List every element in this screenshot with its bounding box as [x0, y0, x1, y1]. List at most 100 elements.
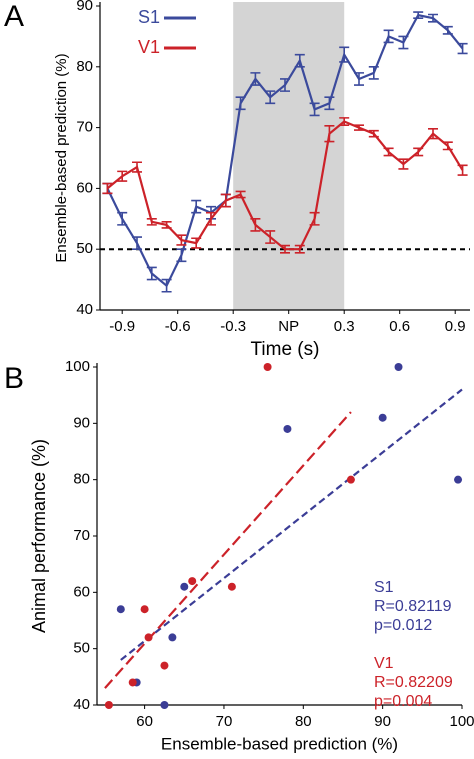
point [283, 424, 292, 433]
error-bar [428, 128, 438, 140]
panel-label: A [4, 0, 24, 33]
point [140, 605, 149, 614]
x-tick-label: 0.6 [389, 318, 410, 335]
x-tick-label: 60 [136, 713, 153, 730]
x-tick-label: 0.3 [334, 318, 355, 335]
error-bar [354, 124, 364, 131]
error-bar [132, 236, 142, 250]
error-bar [442, 25, 453, 35]
point [116, 605, 125, 614]
x-axis-label: Ensemble-based prediction (%) [161, 734, 398, 753]
error-bar [398, 35, 409, 50]
error-bar [324, 124, 335, 143]
error-bar [280, 244, 290, 254]
legend-label: S1 [138, 7, 160, 27]
y-tick-label: 60 [76, 179, 93, 196]
error-bar [191, 237, 202, 249]
error-bar [354, 72, 364, 86]
x-tick-label: NP [278, 318, 299, 335]
error-bar [368, 66, 379, 80]
fit-line [104, 411, 352, 689]
annotation: R=0.82119 [374, 598, 452, 615]
point [394, 363, 403, 371]
error-bar [250, 218, 261, 232]
annotation: p=0.004 [374, 693, 432, 710]
y-tick-label: 70 [76, 119, 93, 136]
error-bar [428, 13, 438, 23]
legend-label: S1 [374, 579, 394, 596]
error-bar [146, 218, 157, 226]
y-tick-label: 80 [76, 58, 93, 75]
error-bar [309, 211, 320, 226]
x-tick-label: 70 [216, 713, 233, 730]
x-tick-label: 100 [449, 713, 474, 730]
error-bar [235, 96, 246, 111]
y-tick-label: 90 [76, 0, 93, 14]
error-bar [220, 193, 231, 208]
error-bar [324, 96, 335, 111]
error-bar [383, 147, 394, 157]
y-tick-label: 70 [73, 527, 90, 544]
y-tick-label: 50 [73, 640, 90, 657]
y-tick-label: 40 [76, 301, 93, 318]
error-bar [457, 42, 468, 55]
error-bar [250, 72, 261, 86]
y-tick-label: 50 [76, 240, 93, 257]
y-axis-label: Ensemble-based prediction (%) [53, 53, 70, 262]
x-tick-label: 0.9 [445, 318, 466, 335]
point [168, 633, 177, 642]
error-bar [117, 170, 128, 182]
point [144, 633, 153, 642]
error-bar [368, 129, 379, 138]
point [160, 701, 169, 709]
error-bar [398, 158, 409, 170]
error-bar [309, 102, 320, 117]
error-bar [294, 53, 305, 68]
shaded-region [233, 2, 345, 310]
x-tick-label: -0.6 [165, 318, 191, 335]
error-bar [117, 211, 128, 226]
point [227, 582, 236, 591]
annotation: R=0.82209 [374, 674, 453, 691]
panel-label: B [4, 362, 24, 395]
error-bar [176, 234, 187, 246]
point [263, 363, 272, 371]
point [180, 582, 189, 591]
error-bar [265, 90, 276, 105]
x-tick-label: 90 [374, 713, 391, 730]
y-tick-label: 90 [73, 414, 90, 431]
point [128, 678, 137, 687]
error-bar [383, 29, 394, 44]
fit-line [120, 388, 463, 661]
point [454, 475, 463, 484]
annotation: p=0.012 [374, 617, 432, 634]
y-tick-label: 80 [73, 471, 90, 488]
x-tick-label: 80 [295, 713, 312, 730]
error-bar [265, 230, 276, 244]
error-bar [442, 141, 453, 151]
y-tick-label: 100 [65, 358, 90, 375]
error-bar [339, 117, 350, 126]
legend-label: V1 [138, 37, 160, 57]
point [104, 701, 113, 709]
point [378, 413, 387, 422]
error-bar [294, 244, 305, 254]
error-bar [413, 11, 424, 19]
error-bar [280, 78, 290, 92]
point [188, 577, 197, 586]
error-bar [206, 211, 216, 226]
y-axis-label: Animal performance (%) [29, 439, 49, 633]
error-bar [339, 46, 350, 63]
x-axis-label: Time (s) [251, 339, 320, 360]
error-bar [413, 147, 424, 157]
error-bar [132, 161, 142, 173]
error-bar [176, 248, 187, 263]
error-bar [457, 164, 468, 176]
y-tick-label: 40 [73, 696, 90, 713]
legend-label: V1 [374, 655, 394, 672]
y-tick-label: 60 [73, 583, 90, 600]
x-tick-label: -0.3 [220, 318, 246, 335]
error-bar [161, 278, 172, 293]
point [346, 475, 355, 484]
